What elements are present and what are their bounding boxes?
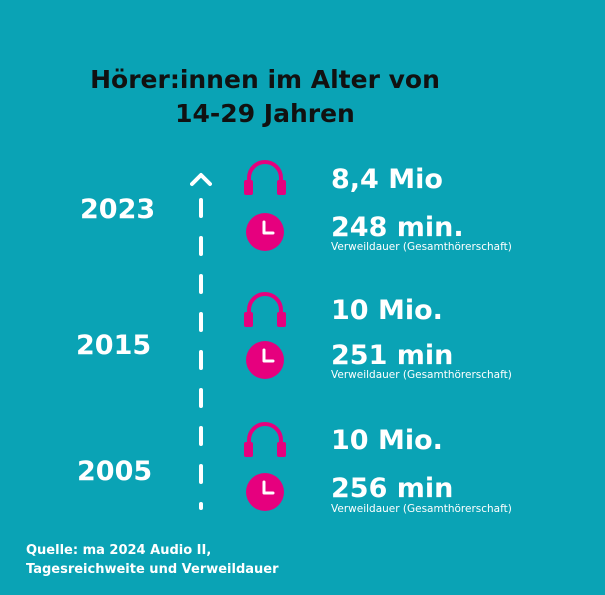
headphones-icon	[244, 422, 286, 457]
chevron-up-icon	[190, 173, 212, 186]
duration-value-2005: 256 min	[331, 473, 454, 504]
duration-note-2015: Verweildauer (Gesamthörerschaft)	[331, 369, 512, 381]
page-title: Hörer:innen im Alter von 14-29 Jahren	[0, 63, 530, 131]
clock-icon	[246, 341, 284, 379]
title-line-2: 14-29 Jahren	[175, 99, 355, 128]
title-line-1: Hörer:innen im Alter von	[90, 65, 440, 94]
duration-note-2005: Verweildauer (Gesamthörerschaft)	[331, 503, 512, 515]
year-label-2023: 2023	[80, 194, 156, 225]
year-label-2015: 2015	[76, 330, 152, 361]
duration-note-2023: Verweildauer (Gesamthörerschaft)	[331, 241, 512, 253]
headphones-icon	[244, 292, 286, 327]
timeline-arrow	[190, 173, 212, 510]
listeners-value-2015: 10 Mio.	[331, 295, 443, 326]
source-note: Quelle: ma 2024 Audio II, Tagesreichweit…	[26, 541, 279, 579]
source-line-1: Quelle: ma 2024 Audio II,	[26, 543, 212, 558]
year-label-2005: 2005	[77, 456, 153, 487]
headphones-icon	[244, 160, 286, 195]
source-line-2: Tagesreichweite und Verweildauer	[26, 562, 279, 577]
duration-value-2023: 248 min.	[331, 212, 464, 243]
duration-value-2015: 251 min	[331, 340, 454, 371]
listeners-value-2023: 8,4 Mio	[331, 164, 443, 195]
clock-icon	[246, 473, 284, 511]
clock-icon	[246, 213, 284, 251]
listeners-value-2005: 10 Mio.	[331, 425, 443, 456]
